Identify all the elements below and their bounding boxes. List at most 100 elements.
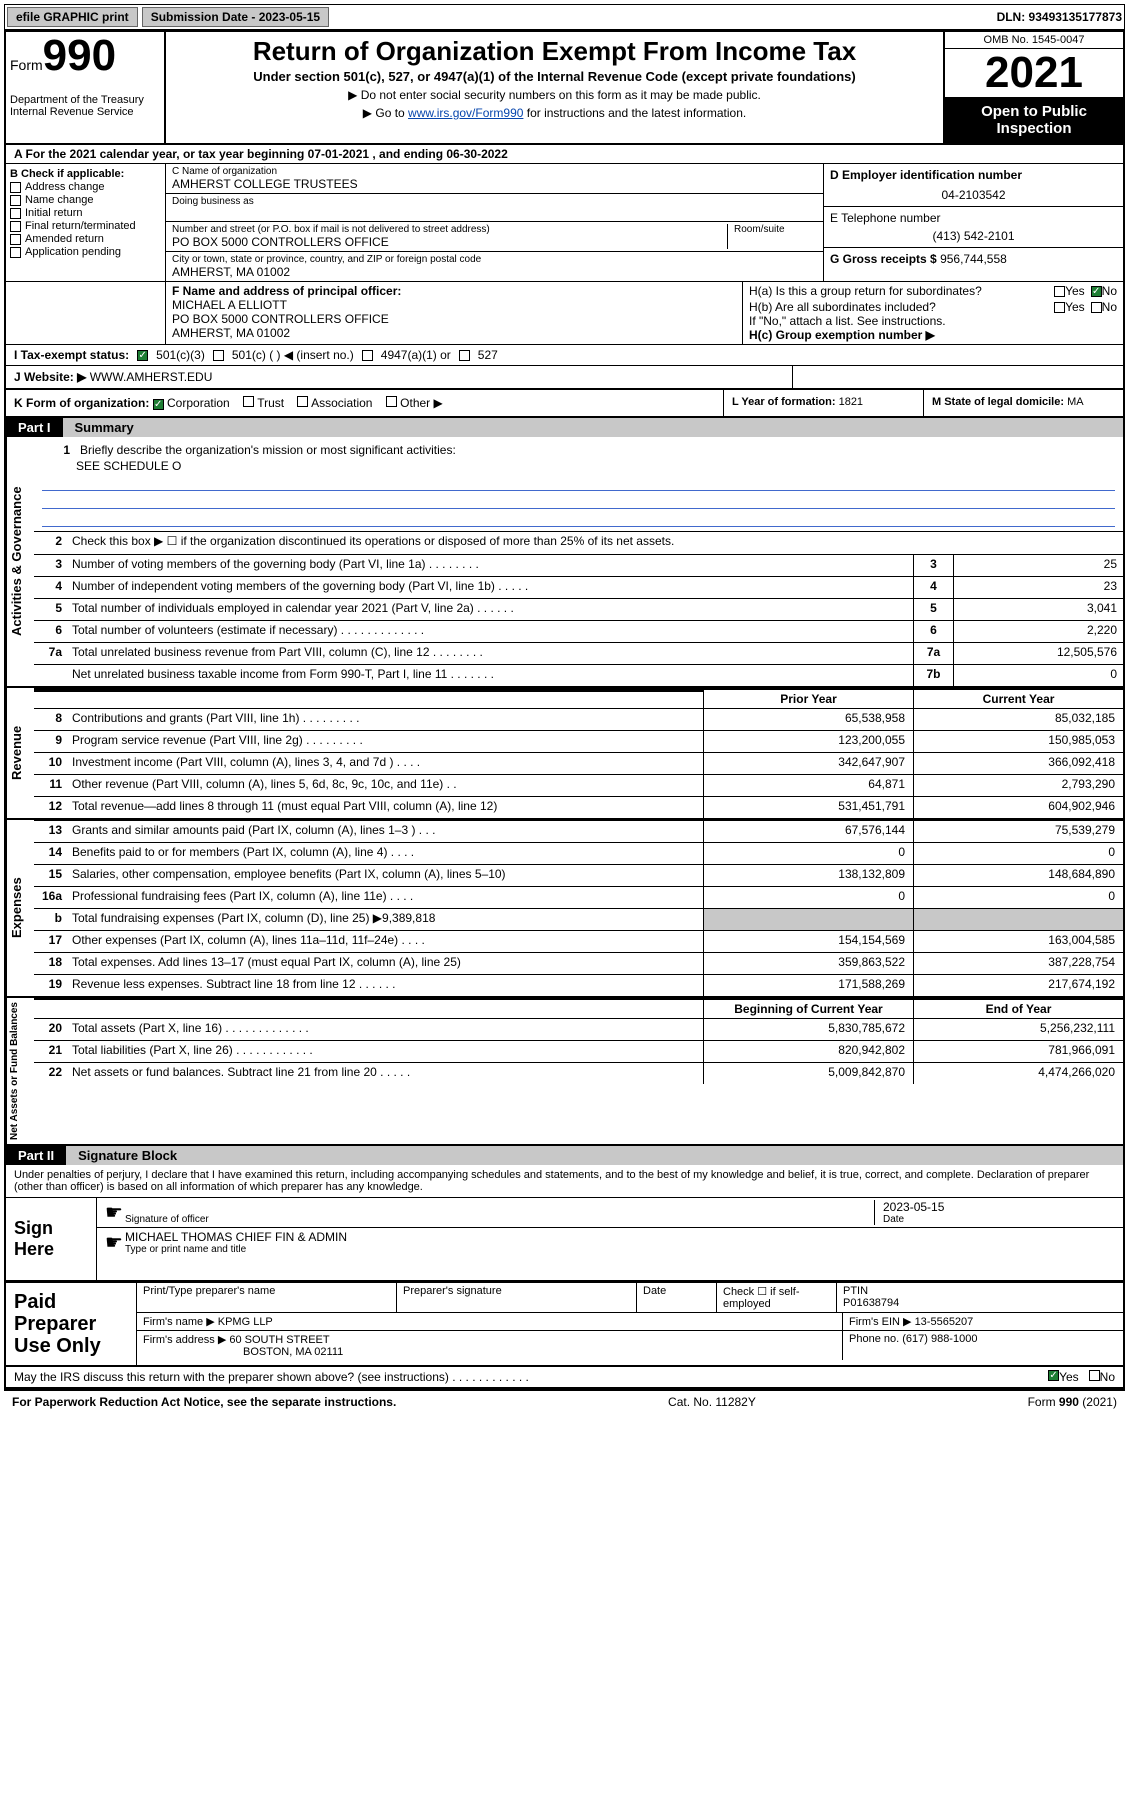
officer-type-label: Type or print name and title: [125, 1244, 1115, 1255]
line-value: 25: [953, 555, 1123, 576]
form-footer: Form 990 (2021): [1028, 1395, 1117, 1409]
hb-yes[interactable]: [1054, 302, 1065, 313]
hb-note: If "No," attach a list. See instructions…: [749, 314, 1117, 328]
addr-label: Number and street (or P.O. box if mail i…: [172, 224, 727, 235]
chk-initial-return[interactable]: [10, 208, 21, 219]
chk-501c[interactable]: [213, 350, 224, 361]
current-value: 150,985,053: [913, 731, 1123, 752]
opt-association: Association: [311, 396, 372, 410]
discuss-yes-label: Yes: [1059, 1370, 1079, 1384]
chk-association[interactable]: [297, 396, 308, 407]
line-label: Other expenses (Part IX, column (A), lin…: [68, 931, 703, 952]
current-value: 85,032,185: [913, 709, 1123, 730]
prior-value: 67,576,144: [703, 821, 913, 842]
hb-yes-label: Yes: [1065, 300, 1085, 314]
line-label: Professional fundraising fees (Part IX, …: [68, 887, 703, 908]
i-label: I Tax-exempt status:: [14, 348, 129, 362]
chk-application-pending[interactable]: [10, 247, 21, 258]
firm-name-label: Firm's name ▶: [143, 1316, 215, 1328]
form-word: Form: [10, 57, 43, 73]
form-number: 990: [43, 31, 116, 80]
chk-address-change[interactable]: [10, 182, 21, 193]
officer-name: MICHAEL A ELLIOTT: [172, 298, 736, 312]
opt-name-change: Name change: [25, 194, 94, 206]
hb-no-label: No: [1102, 300, 1117, 314]
chk-final-return[interactable]: [10, 221, 21, 232]
chk-4947[interactable]: [362, 350, 373, 361]
addr-value: PO BOX 5000 CONTROLLERS OFFICE: [172, 235, 727, 249]
current-value: 366,092,418: [913, 753, 1123, 774]
ha-no[interactable]: [1091, 286, 1102, 297]
irs-link[interactable]: www.irs.gov/Form990: [408, 106, 523, 120]
chk-amended[interactable]: [10, 234, 21, 245]
dept-label: Department of the Treasury: [10, 94, 160, 106]
efile-print-button[interactable]: efile GRAPHIC print: [7, 7, 138, 27]
prior-value: 138,132,809: [703, 865, 913, 886]
ptin-label: PTIN: [843, 1285, 868, 1297]
discuss-yes[interactable]: [1048, 1370, 1059, 1381]
prior-value: 0: [703, 843, 913, 864]
current-value: 387,228,754: [913, 953, 1123, 974]
prior-value: 154,154,569: [703, 931, 913, 952]
line-value: 2,220: [953, 621, 1123, 642]
line-box: 3: [913, 555, 953, 576]
line-value: 23: [953, 577, 1123, 598]
chk-trust[interactable]: [243, 396, 254, 407]
discuss-no[interactable]: [1089, 1370, 1100, 1381]
omb-number: OMB No. 1545-0047: [945, 32, 1123, 49]
line-box: 7b: [913, 665, 953, 686]
prior-value: 0: [703, 887, 913, 908]
current-value: 604,902,946: [913, 797, 1123, 818]
line-box: 6: [913, 621, 953, 642]
l-label: L Year of formation:: [732, 396, 836, 408]
prior-value: 342,647,907: [703, 753, 913, 774]
line-label: Total expenses. Add lines 13–17 (must eq…: [68, 953, 703, 974]
state-domicile: MA: [1067, 396, 1084, 408]
col-eoy: End of Year: [913, 1000, 1123, 1018]
part2-label: Part II: [6, 1146, 66, 1165]
line-box: 7a: [913, 643, 953, 664]
opt-527: 527: [478, 348, 498, 362]
line-label: Contributions and grants (Part VIII, lin…: [68, 709, 703, 730]
current-value: 5,256,232,111: [913, 1019, 1123, 1040]
irs-label: Internal Revenue Service: [10, 106, 160, 118]
current-value: 4,474,266,020: [913, 1063, 1123, 1084]
current-value: 75,539,279: [913, 821, 1123, 842]
m-label: M State of legal domicile:: [932, 396, 1064, 408]
opt-501c: 501(c) ( ) ◀ (insert no.): [232, 348, 354, 362]
d-label: D Employer identification number: [830, 168, 1022, 182]
chk-527[interactable]: [459, 350, 470, 361]
opt-other: Other ▶: [400, 396, 443, 410]
part2-title: Signature Block: [66, 1146, 1123, 1165]
c-label: C Name of organization: [172, 166, 817, 177]
chk-corporation[interactable]: [153, 399, 164, 410]
firm-ein: 13-5565207: [915, 1316, 974, 1328]
opt-initial-return: Initial return: [25, 207, 82, 219]
hb-no[interactable]: [1091, 302, 1102, 313]
row-a: A For the 2021 calendar year, or tax yea…: [6, 145, 1123, 164]
note2-post: for instructions and the latest informat…: [523, 106, 746, 120]
ptin-value: P01638794: [843, 1297, 899, 1309]
ha-yes[interactable]: [1054, 286, 1065, 297]
line-label: Net unrelated business taxable income fr…: [68, 665, 913, 686]
firm-ein-label: Firm's EIN ▶: [849, 1316, 912, 1328]
paid-preparer-label: Paid Preparer Use Only: [6, 1283, 136, 1365]
l2-label: Check this box ▶ ☐ if the organization d…: [68, 532, 1123, 554]
sign-here-label: Sign Here: [6, 1198, 96, 1280]
year-formation: 1821: [839, 396, 863, 408]
tab-revenue: Revenue: [6, 688, 26, 818]
g-label: G Gross receipts $: [830, 252, 937, 266]
chk-name-change[interactable]: [10, 195, 21, 206]
tab-net-assets: Net Assets or Fund Balances: [6, 998, 22, 1144]
discuss-no-label: No: [1100, 1370, 1115, 1384]
ha-yes-label: Yes: [1065, 284, 1085, 298]
ha-no-label: No: [1102, 284, 1117, 298]
phone-value: (413) 542-2101: [830, 229, 1117, 243]
j-label: J Website: ▶: [14, 370, 86, 384]
line-label: Total unrelated business revenue from Pa…: [68, 643, 913, 664]
chk-501c3[interactable]: [137, 350, 148, 361]
line-box: 5: [913, 599, 953, 620]
chk-other[interactable]: [386, 396, 397, 407]
line-label: Program service revenue (Part VIII, line…: [68, 731, 703, 752]
current-value: 0: [913, 843, 1123, 864]
